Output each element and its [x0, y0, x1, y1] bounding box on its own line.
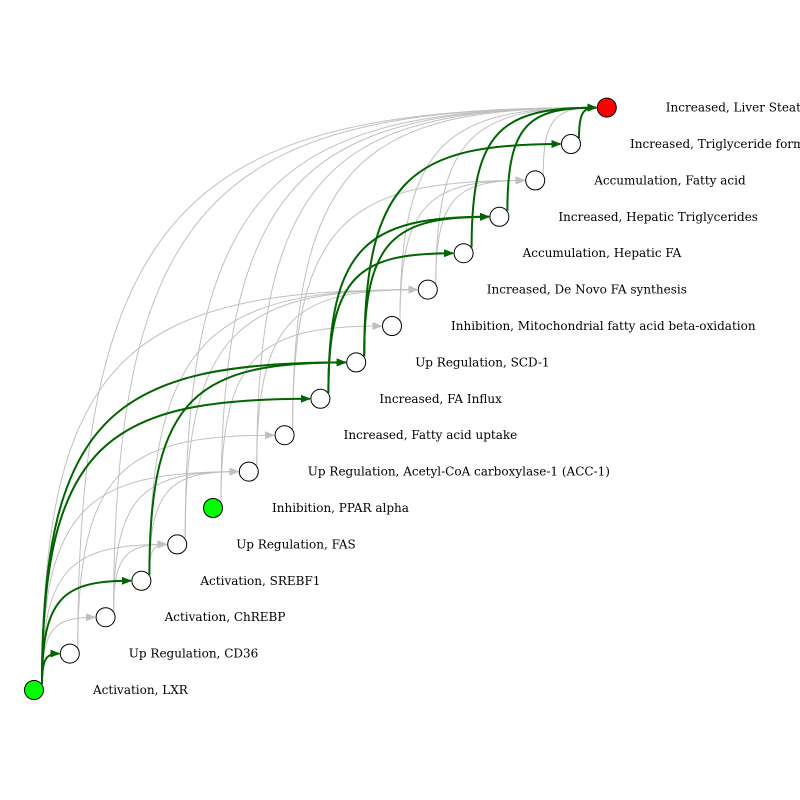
edge-n3-to-n4	[148, 540, 168, 575]
node-label-n0: Activation, LXR	[92, 683, 189, 697]
edge-n3-to-n11	[148, 285, 419, 575]
node-n16[interactable]	[596, 97, 617, 118]
node-n5[interactable]	[203, 498, 223, 518]
edge-n3-to-n9	[148, 358, 347, 575]
node-label-n16: Increased, Liver Steatosis	[666, 101, 800, 115]
edge-n2-to-n6	[113, 467, 240, 612]
edge-n3-to-n6	[148, 467, 240, 575]
node-n13[interactable]	[489, 206, 510, 227]
edge-n6-to-n11	[256, 285, 419, 466]
node-n8[interactable]	[310, 388, 331, 409]
edge-n10-to-n14	[399, 176, 526, 321]
node-label-n1: Up Regulation, CD36	[129, 647, 258, 661]
edge-n4-to-n16	[184, 103, 598, 539]
node-label-n8: Increased, FA Influx	[379, 392, 502, 406]
node-label-n15: Increased, Triglyceride formation	[630, 137, 800, 151]
node-layer	[24, 97, 617, 700]
edge-n7-to-n14	[292, 176, 526, 430]
node-n6[interactable]	[238, 461, 259, 482]
node-n12[interactable]	[453, 243, 474, 264]
edge-n1-to-n7	[77, 431, 276, 648]
node-n15[interactable]	[561, 134, 581, 154]
edge-n5-to-n10	[220, 322, 383, 503]
node-label-n10: Inhibition, Mitochondrial fatty acid bet…	[451, 319, 756, 333]
edge-n4-to-n11	[184, 285, 419, 539]
edge-n0-to-n1	[41, 649, 61, 685]
node-label-n6: Up Regulation, Acetyl-CoA carboxylase-1 …	[308, 465, 610, 479]
node-n4[interactable]	[167, 534, 188, 555]
node-label-n13: Increased, Hepatic Triglycerides	[558, 210, 758, 224]
node-label-n9: Up Regulation, SCD-1	[415, 355, 549, 369]
node-n1[interactable]	[59, 643, 80, 664]
node-n14[interactable]	[525, 170, 546, 191]
node-n7[interactable]	[274, 425, 295, 446]
label-layer: Activation, LXR Up Regulation, CD36 Activa…	[92, 101, 800, 697]
node-n11[interactable]	[417, 279, 438, 300]
node-n10[interactable]	[382, 316, 402, 336]
node-n3[interactable]	[131, 570, 152, 591]
node-label-n2: Activation, ChREBP	[164, 610, 286, 624]
edge-n15-to-n16	[578, 103, 598, 139]
edge-layer-highlighted	[41, 103, 598, 685]
node-n9[interactable]	[346, 352, 367, 373]
edge-n7-to-n16	[292, 103, 598, 430]
edge-n1-to-n16	[77, 103, 598, 648]
node-label-n14: Accumulation, Fatty acid	[593, 173, 746, 187]
node-label-n7: Increased, Fatty acid uptake	[344, 428, 518, 442]
edge-layer-normal	[41, 103, 598, 685]
node-label-n12: Accumulation, Hepatic FA	[522, 246, 682, 260]
node-label-n11: Increased, De Novo FA synthesis	[487, 283, 687, 297]
edge-n0-to-n9	[41, 358, 347, 685]
edge-n5-to-n16	[220, 103, 598, 503]
node-n0[interactable]	[24, 680, 44, 700]
edge-n11-to-n14	[435, 176, 526, 284]
node-n2[interactable]	[95, 607, 116, 628]
node-label-n4: Up Regulation, FAS	[236, 537, 356, 551]
edge-n13-to-n16	[506, 103, 598, 211]
edge-n9-to-n15	[363, 140, 562, 357]
edge-n0-to-n3	[41, 576, 132, 685]
node-label-n5: Inhibition, PPAR alpha	[272, 501, 409, 515]
node-label-n3: Activation, SREBF1	[199, 574, 320, 588]
edge-n0-to-n11	[41, 285, 419, 685]
